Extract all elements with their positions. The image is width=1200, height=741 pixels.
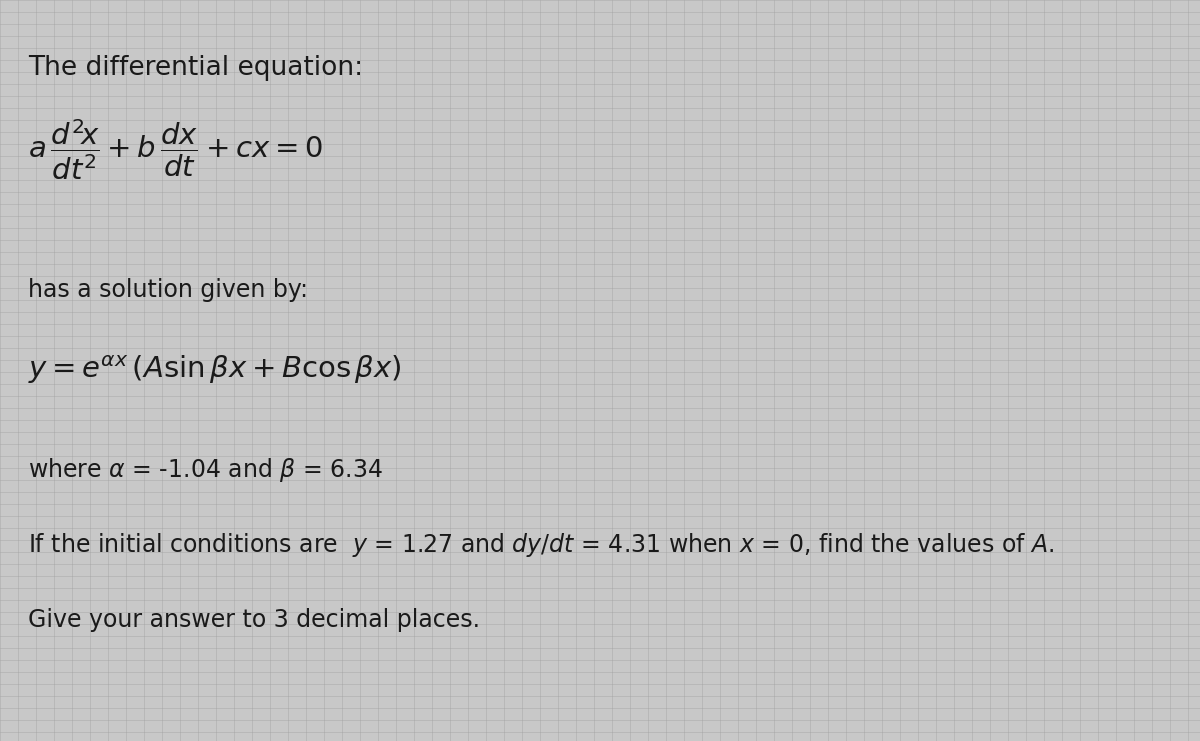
Text: has a solution given by:: has a solution given by: (28, 278, 308, 302)
Text: $y = e^{\alpha x}\,(A\sin\beta x + B\cos\beta x)$: $y = e^{\alpha x}\,(A\sin\beta x + B\cos… (28, 353, 402, 386)
Text: If the initial conditions are  $y$ = 1.27 and $dy/dt$ = 4.31 when $x$ = 0, find : If the initial conditions are $y$ = 1.27… (28, 531, 1055, 559)
Text: Give your answer to 3 decimal places.: Give your answer to 3 decimal places. (28, 608, 480, 632)
Text: $a\,\dfrac{d^2\!x}{dt^2} + b\,\dfrac{dx}{dt} + cx = 0$: $a\,\dfrac{d^2\!x}{dt^2} + b\,\dfrac{dx}… (28, 118, 323, 182)
Text: The differential equation:: The differential equation: (28, 55, 364, 81)
Text: where $\alpha$ = -1.04 and $\beta$ = 6.34: where $\alpha$ = -1.04 and $\beta$ = 6.3… (28, 456, 383, 484)
